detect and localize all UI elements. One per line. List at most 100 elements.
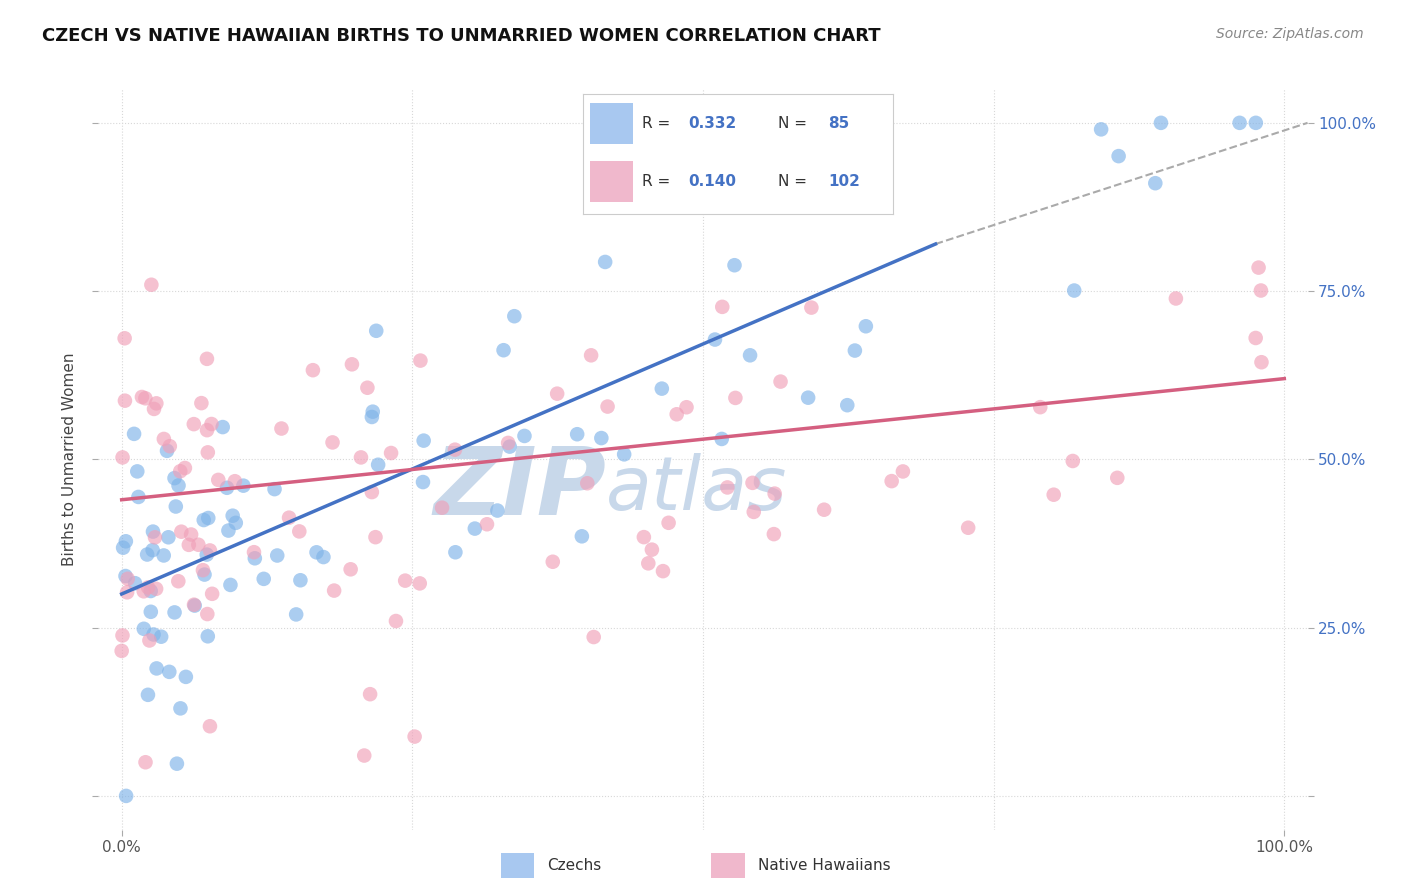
Point xyxy=(224,474,246,488)
Text: CZECH VS NATIVE HAWAIIAN BIRTHS TO UNMARRIED WOMEN CORRELATION CHART: CZECH VS NATIVE HAWAIIAN BIRTHS TO UNMAR… xyxy=(42,27,880,45)
Point xyxy=(169,701,191,715)
Point xyxy=(367,458,389,472)
Point xyxy=(880,474,903,488)
Point xyxy=(541,555,564,569)
Point xyxy=(571,529,593,543)
Point xyxy=(134,392,156,406)
Point xyxy=(1150,116,1173,130)
Point xyxy=(891,465,914,479)
Point xyxy=(200,417,222,431)
Point xyxy=(742,505,765,519)
Point xyxy=(1250,355,1272,369)
Point xyxy=(762,527,785,541)
Point xyxy=(266,549,288,563)
Point xyxy=(1244,116,1267,130)
Point xyxy=(546,386,568,401)
Point xyxy=(741,475,763,490)
Point xyxy=(193,567,215,582)
Point xyxy=(263,482,285,496)
Text: R =: R = xyxy=(643,174,675,189)
Point xyxy=(596,400,619,414)
Point xyxy=(114,331,136,345)
Point xyxy=(219,578,242,592)
Point xyxy=(409,576,432,591)
Point xyxy=(127,464,149,478)
Point xyxy=(112,541,135,555)
Point xyxy=(195,607,218,621)
Point xyxy=(1108,149,1130,163)
Point xyxy=(710,432,733,446)
Point xyxy=(464,522,486,536)
Point xyxy=(143,530,166,544)
Point xyxy=(364,530,387,544)
Point xyxy=(716,480,738,494)
Point xyxy=(131,390,153,404)
Bar xyxy=(501,853,534,878)
Point xyxy=(132,622,155,636)
Point xyxy=(115,534,138,549)
Point xyxy=(141,277,163,292)
Point xyxy=(243,551,266,566)
Point xyxy=(142,543,165,558)
Point xyxy=(360,409,382,424)
Point xyxy=(167,478,190,492)
Point xyxy=(232,478,254,492)
Point xyxy=(499,440,522,454)
Point xyxy=(957,521,980,535)
Point xyxy=(444,442,467,457)
Point xyxy=(190,396,212,410)
Point xyxy=(567,427,589,442)
Point xyxy=(198,719,221,733)
Point xyxy=(361,405,384,419)
Text: ZIP: ZIP xyxy=(433,443,606,535)
Point xyxy=(302,363,325,377)
Point xyxy=(139,584,162,599)
Point xyxy=(195,423,218,437)
Point xyxy=(183,417,205,431)
Point xyxy=(114,393,136,408)
Point xyxy=(409,353,432,368)
Point xyxy=(412,475,434,489)
Point xyxy=(134,756,156,770)
Text: Czechs: Czechs xyxy=(547,858,602,872)
Point xyxy=(139,605,162,619)
Point xyxy=(170,524,193,539)
Point xyxy=(412,434,434,448)
Point xyxy=(579,348,602,362)
Point xyxy=(385,614,408,628)
Point xyxy=(724,391,747,405)
Point xyxy=(197,629,219,643)
Text: 0.140: 0.140 xyxy=(689,174,737,189)
Point xyxy=(177,538,200,552)
Point xyxy=(340,357,363,371)
Point xyxy=(652,564,675,578)
Point xyxy=(150,630,173,644)
Point xyxy=(207,473,229,487)
Point xyxy=(769,375,792,389)
Point xyxy=(124,576,146,591)
Bar xyxy=(711,853,745,878)
Point xyxy=(174,461,197,475)
Point xyxy=(145,396,167,410)
Point xyxy=(111,628,134,642)
Bar xyxy=(589,103,633,145)
Point xyxy=(159,439,181,453)
Point xyxy=(180,527,202,541)
Point xyxy=(1250,284,1272,298)
Point xyxy=(193,513,215,527)
Text: N =: N = xyxy=(779,174,813,189)
Point xyxy=(813,502,835,516)
Point xyxy=(197,445,219,459)
Point xyxy=(837,398,859,412)
Point xyxy=(844,343,866,358)
Point xyxy=(117,572,139,586)
Point xyxy=(195,351,218,366)
Point xyxy=(641,542,664,557)
Point xyxy=(115,585,138,599)
Point xyxy=(169,464,191,478)
Point xyxy=(492,343,515,358)
Point xyxy=(157,665,180,679)
Point xyxy=(513,429,536,443)
Point xyxy=(855,319,877,334)
Point xyxy=(305,545,328,559)
